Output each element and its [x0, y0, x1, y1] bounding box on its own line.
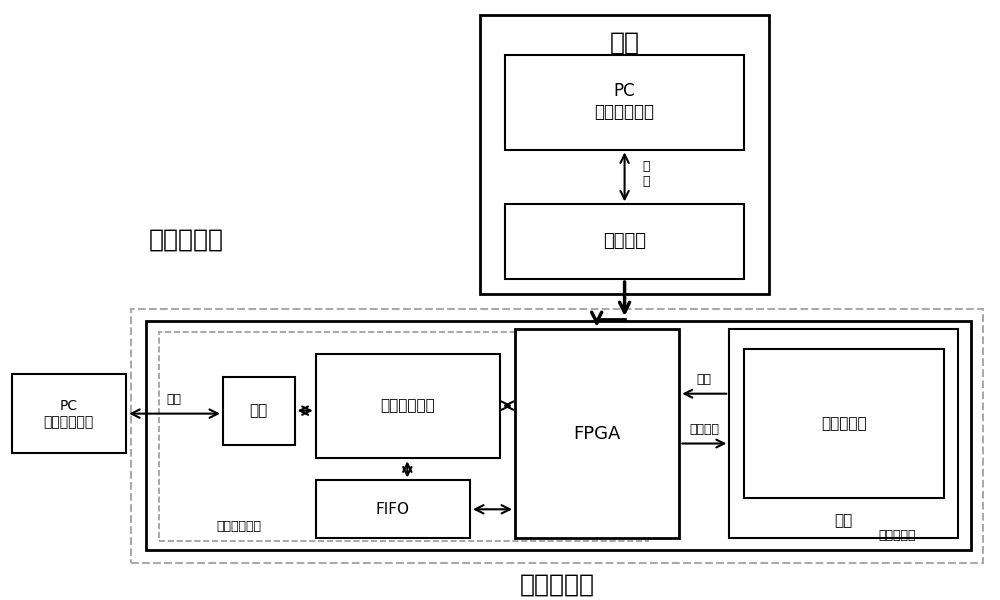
Text: 网口协议芯片: 网口协议芯片	[380, 398, 435, 413]
Text: 控制指令: 控制指令	[689, 423, 719, 436]
Bar	[316, 354, 500, 458]
Bar	[316, 481, 470, 538]
Text: 数据: 数据	[697, 373, 712, 386]
Text: PC
电源管理模块: PC 电源管理模块	[595, 82, 655, 121]
Text: 辐照环境外: 辐照环境外	[149, 227, 224, 251]
Bar	[131, 309, 983, 563]
Bar	[12, 374, 126, 454]
Text: 程控电源: 程控电源	[603, 232, 646, 250]
Bar	[505, 55, 744, 149]
Text: 图像传感器: 图像传感器	[821, 416, 867, 431]
Text: 网线: 网线	[167, 393, 182, 406]
Text: 网
线: 网 线	[643, 160, 650, 188]
Bar	[505, 205, 744, 279]
Bar	[159, 332, 648, 541]
Text: 电源: 电源	[610, 31, 640, 55]
Bar	[480, 15, 769, 294]
Text: FPGA: FPGA	[573, 425, 620, 443]
Text: 辐照环境内: 辐照环境内	[519, 573, 594, 597]
Bar	[515, 329, 679, 538]
Text: 试验电路板: 试验电路板	[878, 529, 915, 542]
Text: PC
图像处理模块: PC 图像处理模块	[43, 398, 94, 429]
Bar	[729, 329, 958, 538]
Bar	[223, 377, 295, 445]
Text: FIFO: FIFO	[375, 502, 409, 517]
Text: 网口: 网口	[250, 403, 268, 418]
Text: 子板: 子板	[835, 513, 853, 528]
Bar	[744, 349, 944, 499]
Bar	[146, 321, 971, 550]
Text: 成像电子系统: 成像电子系统	[216, 520, 261, 533]
